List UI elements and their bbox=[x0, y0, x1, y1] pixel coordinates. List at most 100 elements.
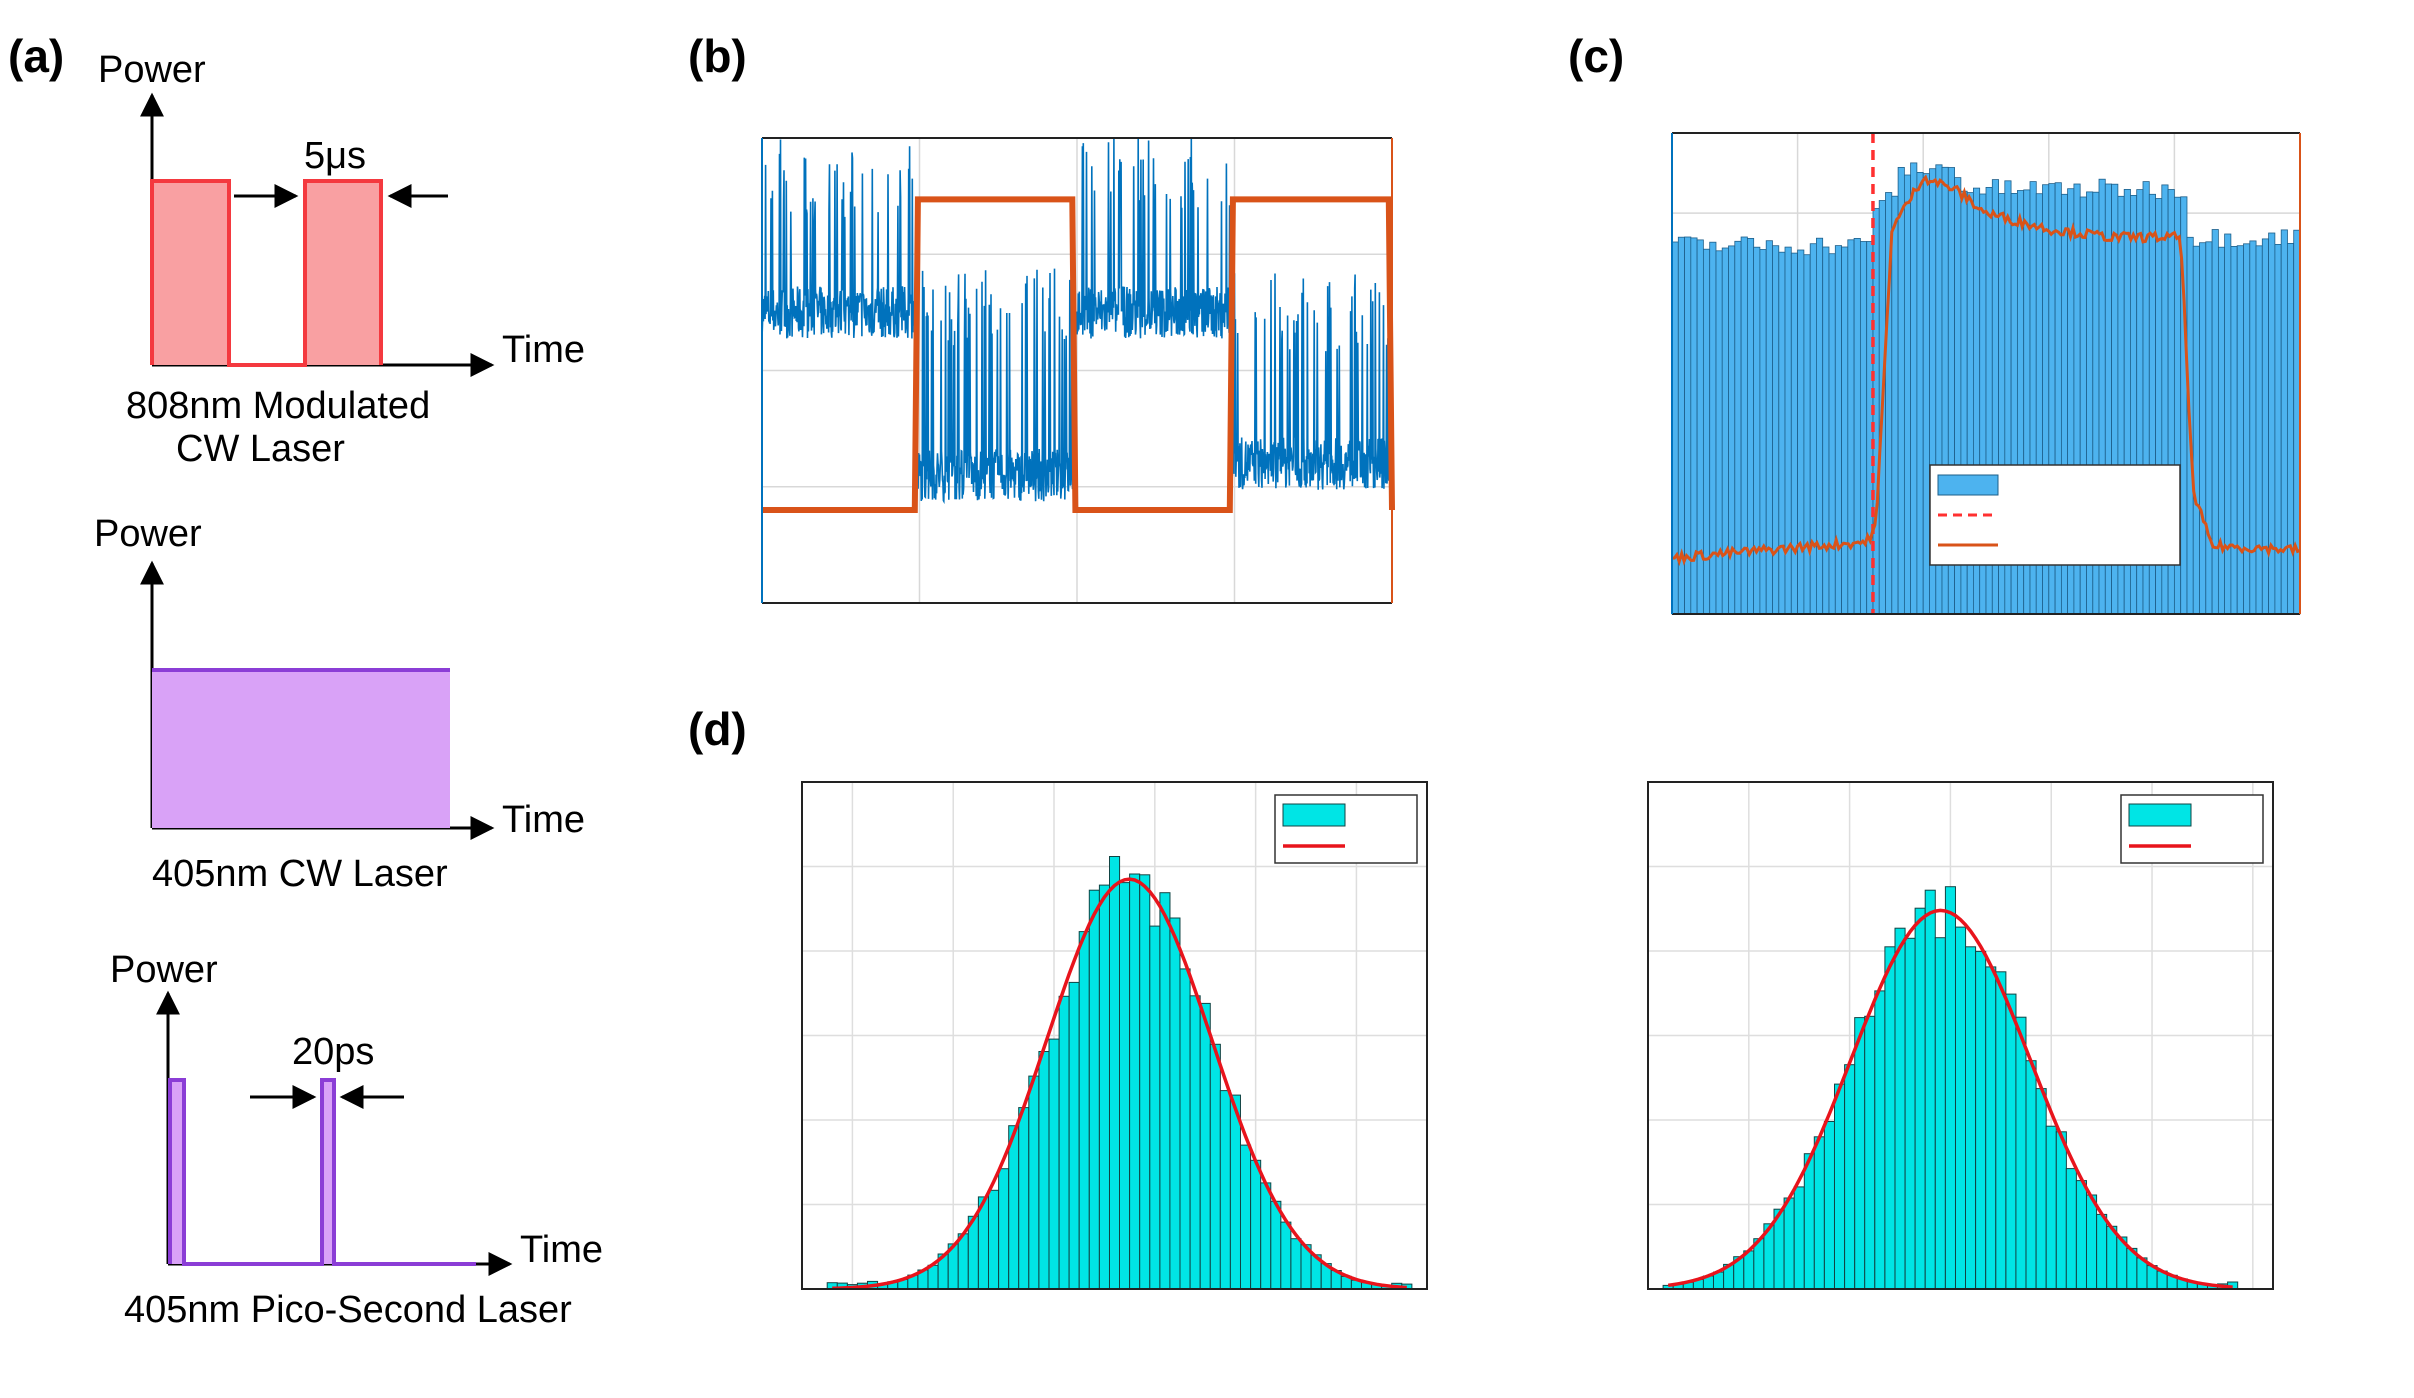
probability-bar bbox=[2280, 229, 2288, 615]
legend-box bbox=[2120, 794, 2264, 864]
data-bar bbox=[1189, 995, 1201, 1290]
data-bar bbox=[1884, 946, 1896, 1290]
data-bar bbox=[1038, 1051, 1050, 1290]
data-bar bbox=[1834, 1083, 1846, 1290]
probability-bar bbox=[2192, 245, 2200, 615]
probability-bar bbox=[1853, 237, 1861, 615]
probability-bar bbox=[1715, 250, 1723, 615]
data-bar bbox=[1965, 946, 1977, 1290]
data-bar bbox=[1219, 1090, 1231, 1290]
data-bar bbox=[1058, 995, 1070, 1290]
data-bar bbox=[1240, 1144, 1252, 1290]
probability-bar bbox=[1910, 162, 1918, 615]
probability-bar bbox=[2199, 242, 2207, 615]
data-bar bbox=[1048, 1038, 1060, 1290]
probability-bar bbox=[1860, 241, 1868, 615]
probability-bar bbox=[2205, 241, 2213, 615]
chart-c-probability-histogram bbox=[1671, 132, 2301, 615]
pulse-width-annotation: 5μs bbox=[304, 135, 366, 177]
data-bar bbox=[998, 1168, 1010, 1290]
data-bar bbox=[2096, 1213, 2108, 1290]
data-bar bbox=[1904, 937, 1916, 1290]
probability-bar bbox=[1740, 236, 1748, 615]
probability-bar bbox=[1734, 240, 1742, 615]
probability-bar bbox=[1916, 171, 1924, 615]
probability-bar bbox=[1803, 254, 1811, 615]
probability-bar bbox=[2249, 240, 2257, 615]
data-bar bbox=[1914, 907, 1926, 1290]
legend-swatch-data bbox=[1282, 803, 1346, 827]
pulse-width-annotation: 20ps bbox=[292, 1031, 374, 1073]
caption: 405nm Pico-Second Laser bbox=[124, 1289, 572, 1331]
data-bar bbox=[1169, 917, 1181, 1290]
data-bar bbox=[1864, 1015, 1876, 1290]
probability-bar bbox=[1747, 237, 1755, 615]
data-bar bbox=[1260, 1182, 1272, 1290]
time-axis-label: Time bbox=[502, 799, 585, 841]
schematic-cw-laser: Power Time 405nm CW Laser bbox=[94, 513, 585, 895]
data-bar bbox=[1985, 966, 1997, 1290]
data-bar bbox=[2106, 1225, 2118, 1290]
data-bar bbox=[1018, 1107, 1030, 1290]
probability-bar bbox=[1759, 249, 1767, 615]
power-axis-label: Power bbox=[98, 49, 206, 91]
caption: 405nm CW Laser bbox=[152, 853, 448, 895]
probability-bar bbox=[2236, 245, 2244, 615]
probability-bar bbox=[2217, 246, 2226, 615]
data-bar bbox=[2055, 1131, 2067, 1290]
data-bar bbox=[1975, 950, 1987, 1290]
probability-bar bbox=[2255, 245, 2263, 615]
data-bar bbox=[1199, 1002, 1211, 1290]
data-bar bbox=[2025, 1060, 2037, 1290]
data-bar bbox=[1290, 1238, 1302, 1290]
probability-bar bbox=[1922, 173, 1930, 615]
panel-label-d: (d) bbox=[688, 703, 747, 755]
data-bar bbox=[1209, 1043, 1221, 1290]
probability-bar bbox=[2286, 242, 2295, 615]
data-bar bbox=[1813, 1136, 1825, 1290]
probability-bar bbox=[1784, 246, 1792, 615]
data-bar bbox=[1119, 882, 1131, 1290]
data-bar bbox=[2065, 1168, 2077, 1290]
data-bar bbox=[1783, 1197, 1795, 1290]
data-bar bbox=[1139, 874, 1151, 1290]
data-bar bbox=[1179, 968, 1191, 1290]
probability-bar bbox=[1822, 246, 1830, 615]
data-bar bbox=[1854, 1017, 1866, 1290]
time-axis-label: Time bbox=[520, 1229, 603, 1271]
data-bar bbox=[1250, 1159, 1262, 1290]
data-bar bbox=[957, 1233, 969, 1290]
data-bar bbox=[1934, 937, 1946, 1290]
plot-frame bbox=[801, 781, 1428, 1290]
poisson-fit-curve bbox=[832, 877, 1407, 1291]
data-bar bbox=[1955, 926, 1967, 1290]
data-bar bbox=[1129, 873, 1141, 1290]
data-bar bbox=[1229, 1094, 1241, 1290]
data-bar bbox=[2086, 1194, 2098, 1290]
probability-bar bbox=[2230, 245, 2238, 615]
data-bar bbox=[1793, 1186, 1805, 1290]
probability-bar bbox=[1797, 249, 1805, 615]
data-bar bbox=[1098, 884, 1110, 1290]
probability-bar bbox=[1816, 237, 1824, 615]
data-bar bbox=[2015, 1016, 2027, 1290]
data-bar bbox=[1159, 892, 1171, 1290]
legend-swatch-probability bbox=[1937, 474, 1999, 496]
plot-frame bbox=[1647, 781, 2274, 1290]
probability-bar bbox=[1897, 166, 1905, 615]
legend-swatch-data bbox=[2128, 803, 2192, 827]
power-axis-label: Power bbox=[94, 513, 202, 555]
probability-bar bbox=[2243, 243, 2251, 615]
chart-d-laser-on-histogram bbox=[1647, 781, 2274, 1290]
schematic-modulated-laser: Power Time 5μs 808nm Modulated CW Laser bbox=[98, 49, 585, 470]
panel-label-a: (a) bbox=[8, 30, 64, 82]
chart-b-sun-voltage-trace bbox=[761, 137, 1395, 604]
probability-bar bbox=[2211, 229, 2219, 615]
probability-bar bbox=[1790, 252, 1798, 615]
poisson-fit-curve bbox=[1667, 908, 2233, 1289]
chart-d-laser-off-histogram bbox=[801, 781, 1428, 1291]
probability-bar bbox=[1841, 246, 1849, 615]
data-bar bbox=[1270, 1200, 1282, 1290]
data-bar bbox=[1874, 990, 1886, 1290]
